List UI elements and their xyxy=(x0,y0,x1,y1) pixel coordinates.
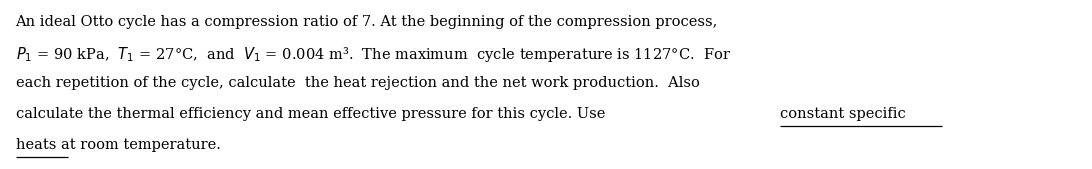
Text: constant specific: constant specific xyxy=(780,107,905,121)
Text: calculate the thermal efficiency and mean effective pressure for this cycle. Use: calculate the thermal efficiency and mea… xyxy=(15,107,609,121)
Text: heats at room temperature.: heats at room temperature. xyxy=(15,138,221,152)
Text: each repetition of the cycle, calculate  the heat rejection and the net work pro: each repetition of the cycle, calculate … xyxy=(15,76,699,90)
Text: An ideal Otto cycle has a compression ratio of 7. At the beginning of the compre: An ideal Otto cycle has a compression ra… xyxy=(15,15,717,29)
Text: heats: heats xyxy=(15,138,56,152)
Text: heats at room temperature.: heats at room temperature. xyxy=(15,138,221,152)
Text: $P_1$ = 90 kPa,  $T_1$ = 27°C,  and  $V_1$ = 0.004 m³.  The maximum  cycle tempe: $P_1$ = 90 kPa, $T_1$ = 27°C, and $V_1$ … xyxy=(15,45,731,64)
Text: calculate the thermal efficiency and mean effective pressure for this cycle. Use: calculate the thermal efficiency and mea… xyxy=(15,107,735,121)
